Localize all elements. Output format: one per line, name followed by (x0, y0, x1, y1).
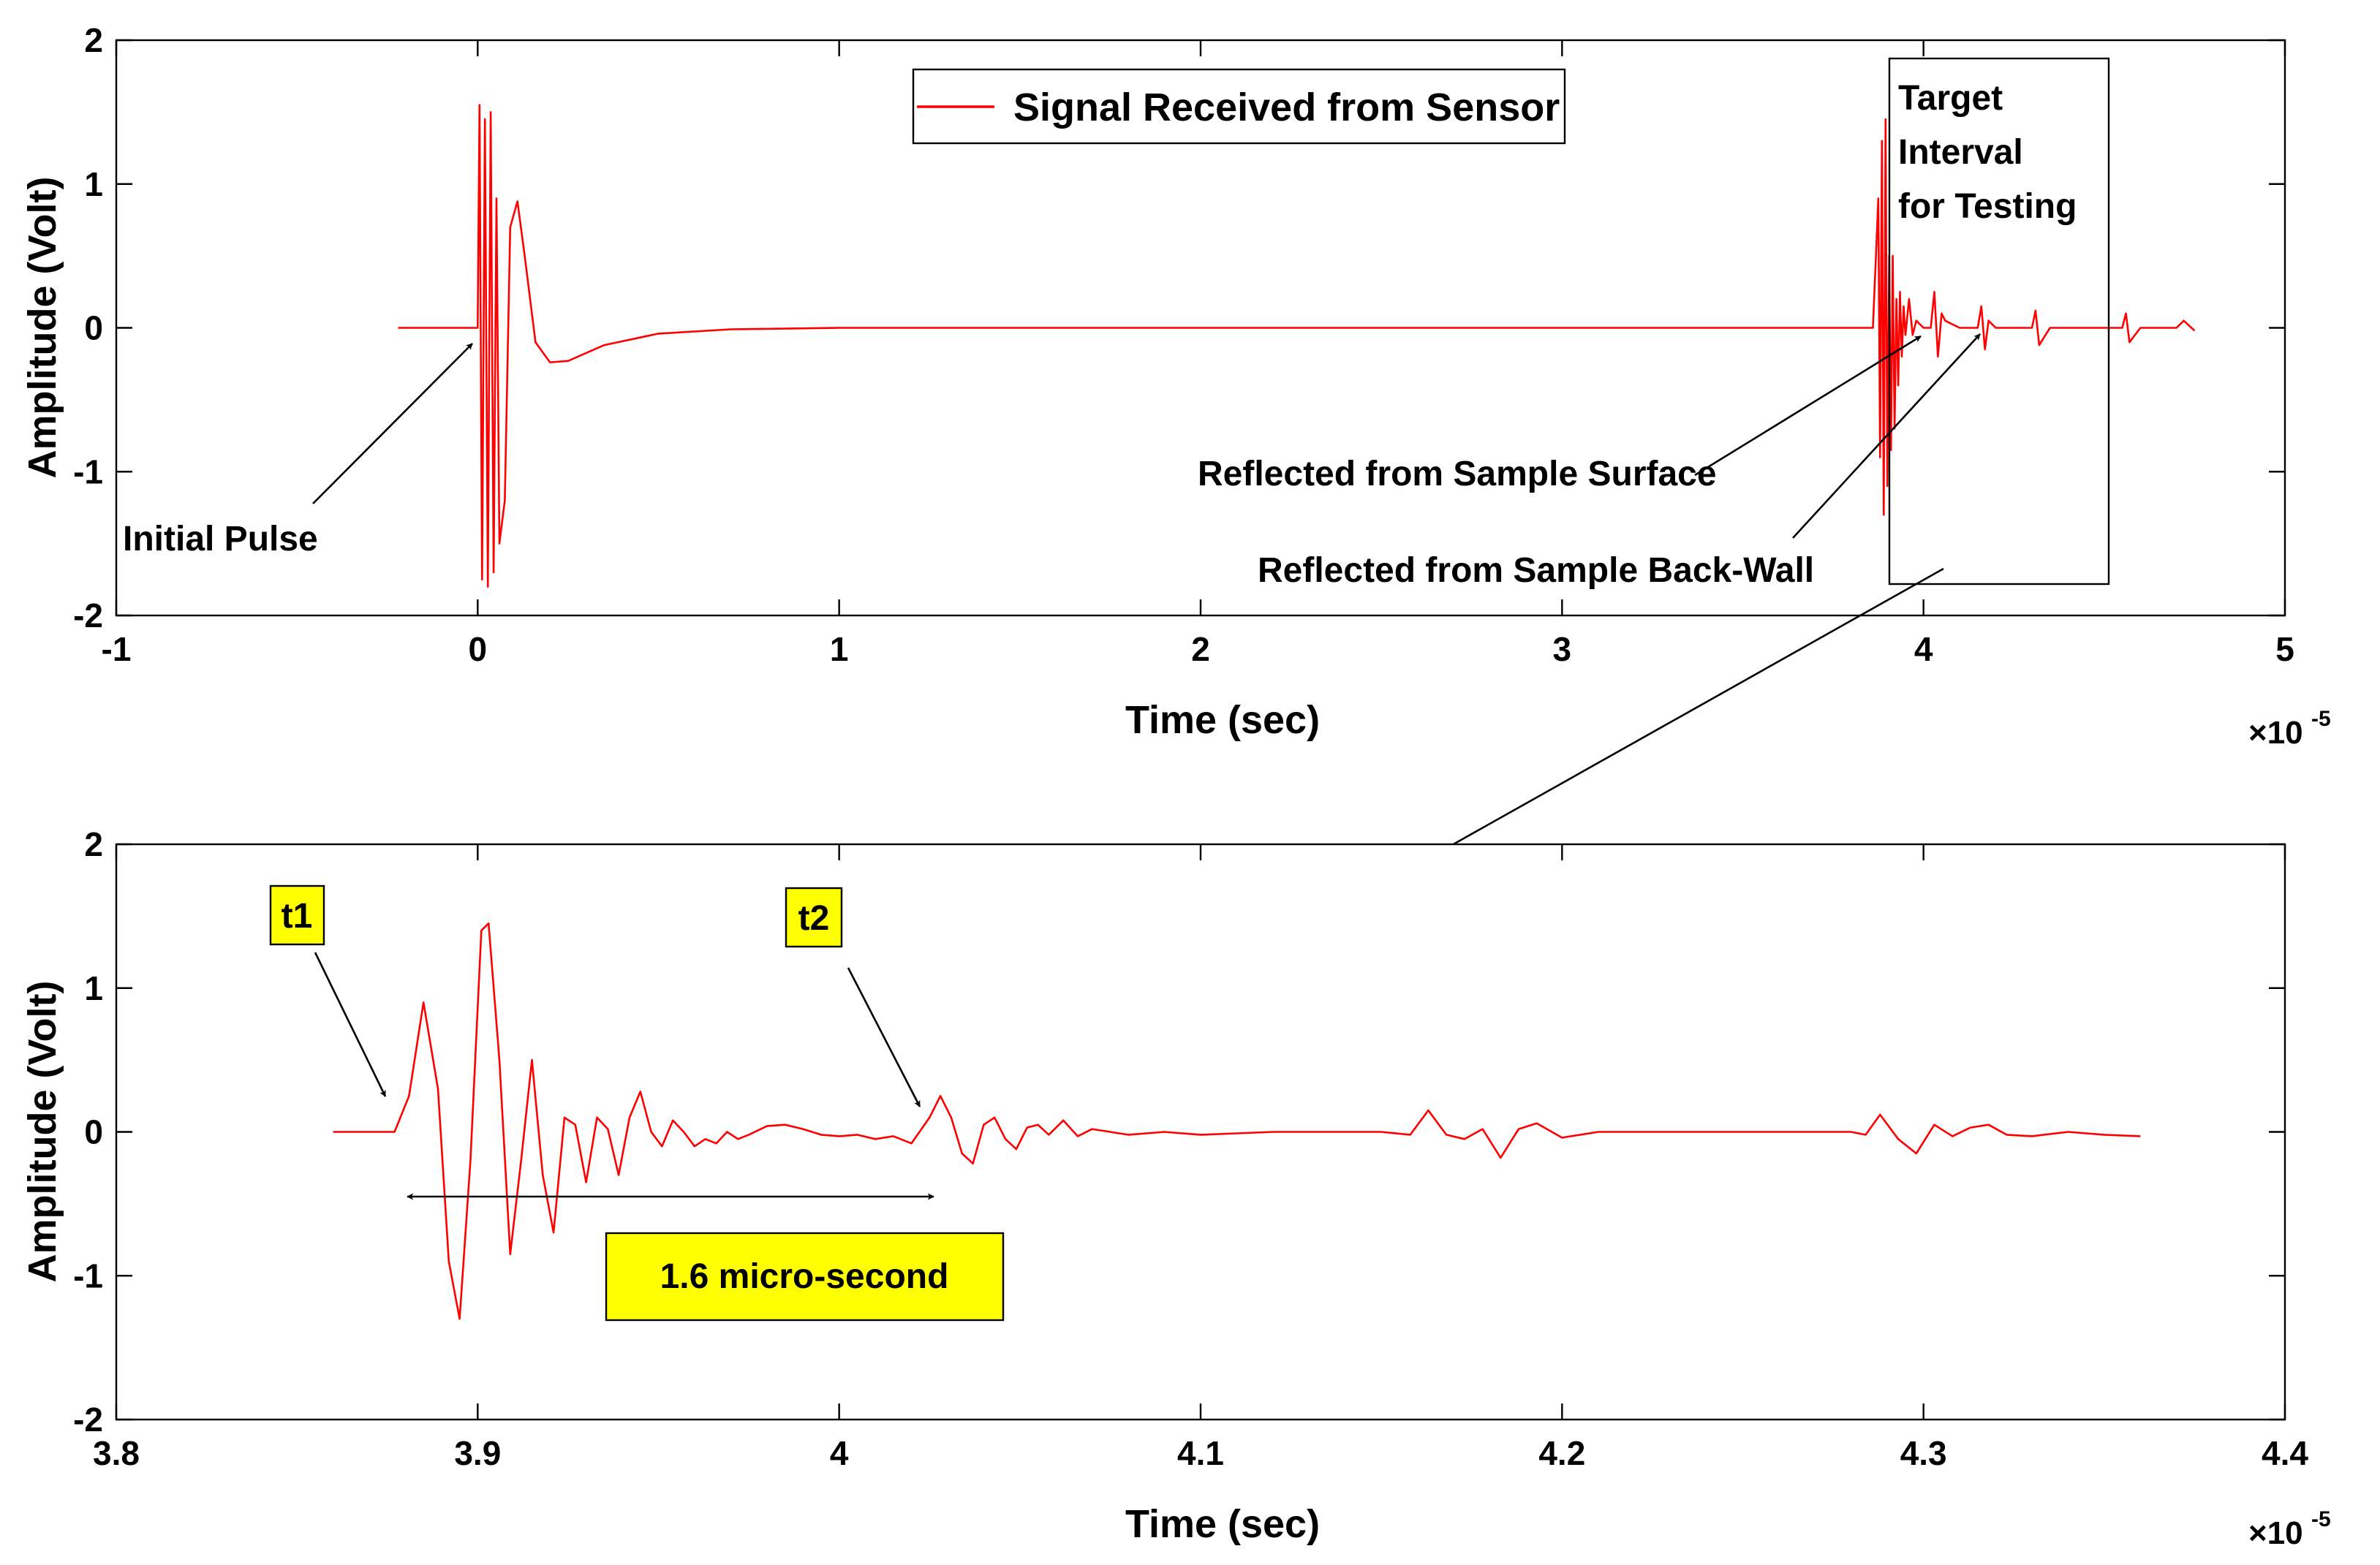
top-x-tick-label: -1 (102, 630, 132, 668)
top-x-tick-label: 2 (1191, 630, 1210, 668)
target-interval-label-line-1: Target (1898, 79, 2003, 118)
bottom-x-axis-label: Time (sec) (1125, 1502, 1320, 1546)
top-x-axis-label: Time (sec) (1125, 698, 1320, 742)
back-wall-reflection-label: Reflected from Sample Back-Wall (1258, 551, 1814, 590)
legend-label: Signal Received from Sensor (1013, 86, 1560, 129)
target-interval-box (1888, 57, 2110, 586)
back-wall-reflection-arrow (1792, 333, 1981, 539)
bottom-x-tick-label: 4.3 (1900, 1434, 1947, 1472)
legend: Signal Received from Sensor (912, 68, 1566, 145)
bottom-y-tick-label: 0 (84, 1113, 103, 1151)
t2-label: t2 (798, 899, 830, 938)
top-x-exponent-power: -5 (2311, 707, 2331, 731)
bottom-axis-ticks: 3.8 3.9 4 4.1 4.2 4.3 4.4 2 1 0 -1 -2 (73, 825, 2308, 1472)
bottom-x-tick-label: 4.1 (1177, 1434, 1224, 1472)
top-x-tick-label: 5 (2275, 630, 2294, 668)
bottom-y-tick-label: -2 (73, 1401, 103, 1439)
initial-pulse-arrow (312, 343, 473, 504)
surface-reflection-arrow (1694, 335, 1922, 477)
bottom-y-tick-label: 1 (84, 969, 103, 1007)
top-x-exponent: ×10 -5 (2248, 707, 2331, 751)
target-interval-label-line-2: Interval (1898, 133, 2023, 172)
interval-label-box (605, 1232, 1005, 1322)
bottom-x-tick-label: 3.9 (454, 1434, 501, 1472)
top-x-tick-label: 3 (1553, 630, 1572, 668)
top-y-axis-label: Amplitude (Volt) (20, 177, 64, 479)
bottom-x-exponent: ×10 -5 (2248, 1507, 2331, 1551)
bottom-x-tick-label: 3.8 (93, 1434, 140, 1472)
top-y-tick-label: -2 (73, 596, 103, 634)
bottom-y-axis-label: Amplitude (Volt) (20, 981, 64, 1283)
top-y-tick-label: -1 (73, 452, 103, 490)
initial-pulse-label: Initial Pulse (123, 520, 318, 558)
interval-label: 1.6 micro-second (660, 1257, 949, 1296)
bottom-panel: 3.8 3.9 4 4.1 4.2 4.3 4.4 2 1 0 -1 -2 t1 t2 1.6 mic… (20, 825, 2331, 1551)
bottom-y-tick-label: -1 (73, 1257, 103, 1295)
top-x-tick-label: 1 (830, 630, 849, 668)
top-y-tick-label: 2 (84, 21, 103, 59)
top-x-exponent-times: ×10 (2248, 715, 2303, 751)
target-interval-label-line-3: for Testing (1898, 187, 2077, 226)
legend-box (912, 68, 1566, 145)
bottom-x-tick-label: 4 (830, 1434, 849, 1472)
t2-arrow (847, 967, 921, 1107)
bottom-y-tick-label: 2 (84, 825, 103, 863)
bottom-x-exponent-times: ×10 (2248, 1515, 2303, 1551)
t2-label-box (785, 887, 843, 948)
t1-label-box (269, 884, 325, 946)
top-y-tick-label: 0 (84, 309, 103, 347)
t1-arrow (314, 952, 387, 1097)
bottom-signal-line (333, 922, 2141, 1320)
surface-reflection-label: Reflected from Sample Surface (1198, 455, 1717, 493)
top-x-tick-label: 0 (469, 630, 488, 668)
bottom-x-tick-label: 4.2 (1538, 1434, 1585, 1472)
bottom-x-exponent-power: -5 (2311, 1507, 2331, 1531)
bottom-x-tick-label: 4.4 (2262, 1434, 2308, 1472)
bottom-axes-frame (115, 843, 2286, 1421)
t1-label: t1 (282, 897, 313, 936)
top-y-tick-label: 1 (84, 165, 103, 203)
top-x-tick-label: 4 (1914, 630, 1933, 668)
